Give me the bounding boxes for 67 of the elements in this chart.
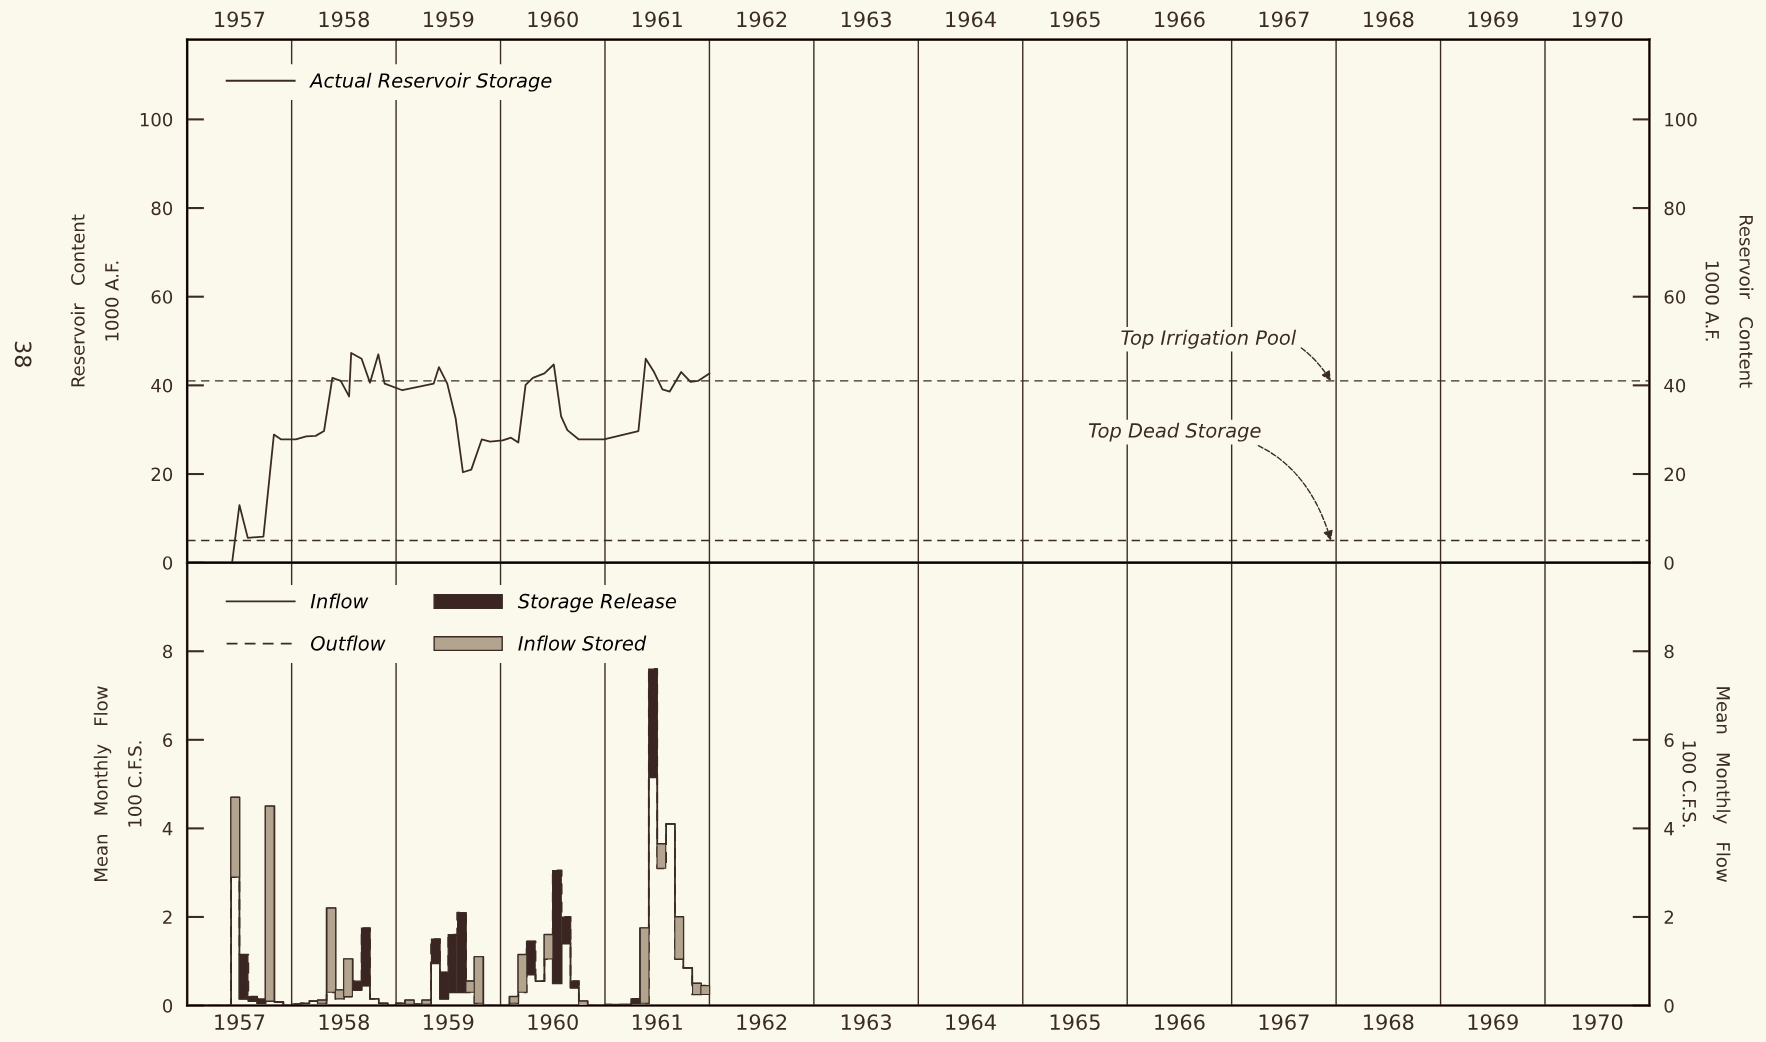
y-tick-label: 8 <box>163 644 173 659</box>
bar <box>569 980 580 989</box>
x2-tick-label: 1967 <box>1259 11 1309 28</box>
annotation: Top Dead Storage <box>1088 422 1261 442</box>
x-tick-label: 1962 <box>737 1014 787 1030</box>
bar <box>656 843 667 869</box>
y-tick-label: 20 <box>151 467 173 482</box>
y2-tick-label: 20 <box>1664 467 1686 482</box>
y2-tick-label: 0 <box>1664 556 1674 570</box>
y-tick-label: 0 <box>163 998 173 1013</box>
legend-label: Outflow <box>311 635 386 651</box>
y-tick-label: 0 <box>163 556 173 570</box>
y2-tick-label: 80 <box>1664 201 1686 216</box>
x-tick-label: 1965 <box>1050 1014 1100 1030</box>
x2-tick-label: 1961 <box>632 11 682 28</box>
legend-label: Inflow <box>310 593 369 609</box>
y2-tick-label: 0 <box>1664 998 1674 1013</box>
y-tick-label: 40 <box>151 378 173 393</box>
bar <box>430 938 441 965</box>
y2-tick-label: 6 <box>1664 733 1674 747</box>
x-tick-label: 1963 <box>841 1014 891 1030</box>
x2-tick-label: 1970 <box>1573 11 1623 28</box>
x2-tick-label: 1960 <box>528 11 578 28</box>
x2-tick-label: 1963 <box>841 11 891 28</box>
y-tick-label: 6 <box>163 733 173 747</box>
x-tick-label: 1967 <box>1259 1014 1309 1030</box>
x2-tick-label: 1965 <box>1050 11 1100 28</box>
x-tick-label: 1966 <box>1155 1014 1205 1030</box>
y-tick-label: 4 <box>162 822 173 836</box>
x-tick-label: 1964 <box>946 1014 996 1030</box>
x2-tick-label: 1957 <box>215 11 265 28</box>
legend-label: Storage Release <box>517 593 676 613</box>
x-tick-label: 1958 <box>319 1014 369 1030</box>
y2-axis-title: Reservoir Content 1000 A.F. <box>1705 215 1754 388</box>
y2-axis-title: Mean Monthly Flow 100 C.F.S. <box>1682 687 1731 882</box>
x-tick-label: 1960 <box>528 1014 578 1030</box>
y-tick-label: 60 <box>151 290 173 304</box>
x2-tick-label: 1964 <box>946 11 996 28</box>
y-tick-label: 2 <box>163 910 172 924</box>
x-tick-label: 1959 <box>424 1014 474 1030</box>
x2-tick-label: 1959 <box>424 11 474 28</box>
x-tick-label: 1968 <box>1364 1014 1414 1030</box>
x2-tick-label: 1966 <box>1155 11 1205 28</box>
y-tick-label: 80 <box>151 201 173 216</box>
y2-tick-label: 4 <box>1664 822 1674 836</box>
legend-label: Actual Reservoir Storage <box>309 72 552 92</box>
y2-tick-label: 60 <box>1664 290 1686 304</box>
y-axis-title: Reservoir Content 1000 A.F. <box>70 214 119 387</box>
x-tick-label: 1961 <box>632 1014 682 1030</box>
annotation: Top Irrigation Pool <box>1121 329 1297 349</box>
y2-tick-label: 2 <box>1664 910 1674 924</box>
x2-tick-label: 1958 <box>319 11 369 28</box>
y-tick-label: 100 <box>140 112 173 127</box>
y-axis-title: Mean Monthly Flow 100 C.F.S. <box>93 686 142 881</box>
y2-tick-label: 8 <box>1664 644 1674 659</box>
x2-tick-label: 1968 <box>1364 11 1414 28</box>
x-tick-label: 1969 <box>1468 1014 1518 1030</box>
x2-tick-label: 1969 <box>1468 11 1518 28</box>
x2-tick-label: 1962 <box>737 11 787 28</box>
x-tick-label: 1970 <box>1573 1014 1623 1030</box>
text: 38 <box>14 341 32 367</box>
bar <box>230 796 241 878</box>
x-tick-label: 1957 <box>215 1014 265 1030</box>
y2-tick-label: 100 <box>1665 112 1697 127</box>
y2-tick-label: 40 <box>1664 378 1686 393</box>
legend-label: Inflow Stored <box>518 635 647 651</box>
bar <box>674 916 685 960</box>
